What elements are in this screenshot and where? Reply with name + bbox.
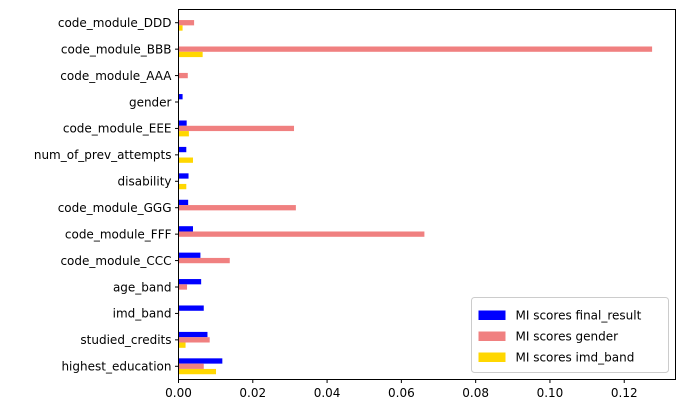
- x-tick-label: 0.04: [314, 386, 341, 400]
- legend-label: MI scores final_result: [516, 309, 642, 323]
- bar-age_band-s0: [178, 279, 202, 285]
- legend-swatch: [478, 352, 506, 362]
- bar-code_module_AAA-s1: [178, 72, 188, 79]
- x-tick-label: 0.06: [388, 386, 415, 400]
- legend-box: [471, 297, 669, 373]
- bar-code_module_FFF-s1: [178, 231, 425, 237]
- y-tick-label: imd_band: [113, 307, 172, 321]
- legend-swatch: [478, 310, 506, 320]
- bar-code_module_EEE-s2: [178, 131, 189, 137]
- bars-layer: [178, 20, 653, 375]
- legend-label: MI scores imd_band: [516, 351, 635, 365]
- legend-label: MI scores gender: [516, 330, 619, 344]
- bar-disability-s2: [178, 183, 187, 190]
- y-axis-ticks: highest_education studied_credits imd_band…: [34, 16, 179, 374]
- y-tick-label: code_module_AAA: [60, 69, 172, 83]
- plot-frame: [178, 9, 676, 380]
- bar-code_module_GGG-s0: [178, 199, 189, 206]
- y-tick-label: highest_education: [61, 360, 171, 374]
- y-tick-label: code_module_BBB: [61, 42, 172, 56]
- bar-studied_credits-s1: [178, 337, 210, 343]
- bar-code_module_EEE-s0: [178, 120, 187, 126]
- bar-studied_credits-s2: [178, 342, 186, 348]
- bar-code_module_GGG-s1: [178, 205, 296, 211]
- y-tick-label: code_module_FFF: [65, 227, 172, 241]
- bar-highest_education-s0: [178, 358, 223, 364]
- x-tick-label: 0.08: [462, 386, 489, 400]
- y-tick-label: code_module_CCC: [60, 254, 171, 268]
- x-tick-label: 0.12: [611, 386, 638, 400]
- x-tick-label: 0.02: [239, 386, 266, 400]
- x-tick-label: 0.10: [537, 386, 564, 400]
- bar-code_module_EEE-s1: [178, 125, 295, 132]
- bar-code_module_BBB-s2: [178, 51, 203, 58]
- bar-disability-s0: [178, 173, 189, 179]
- bar-num_of_prev_attempts-s0: [178, 146, 187, 153]
- y-tick-label: code_module_GGG: [58, 201, 172, 215]
- y-tick-label: disability: [118, 175, 172, 189]
- y-tick-label: num_of_prev_attempts: [34, 148, 172, 162]
- y-tick-label: code_module_DDD: [58, 16, 172, 30]
- bar-code_module_BBB-s1: [178, 46, 653, 52]
- bar-gender-s0: [178, 94, 183, 100]
- bar-age_band-s1: [178, 284, 188, 290]
- bar-highest_education-s2: [178, 368, 217, 375]
- legend-swatch: [478, 331, 506, 341]
- bar-highest_education-s1: [178, 363, 204, 369]
- legend: MI scores final_result MI scores gender MI…: [471, 297, 669, 373]
- y-tick-label: studied_credits: [80, 333, 171, 347]
- x-tick-label: 0.00: [165, 386, 192, 400]
- bar-code_module_DDD-s2: [178, 25, 183, 31]
- bar-num_of_prev_attempts-s2: [178, 157, 193, 163]
- y-tick-label: code_module_EEE: [63, 122, 172, 136]
- bar-imd_band-s0: [178, 305, 204, 311]
- y-tick-label: gender: [129, 95, 172, 109]
- bar-code_module_FFF-s0: [178, 226, 193, 232]
- bar-studied_credits-s0: [178, 331, 208, 338]
- bar-code_module_CCC-s0: [178, 252, 201, 258]
- y-tick-label: age_band: [113, 280, 172, 294]
- bar-code_module_CCC-s1: [178, 257, 230, 264]
- x-axis-ticks: 0.00 0.02 0.04 0.06 0.08 0.10 0.12: [165, 379, 638, 400]
- bar-code_module_DDD-s1: [178, 20, 195, 26]
